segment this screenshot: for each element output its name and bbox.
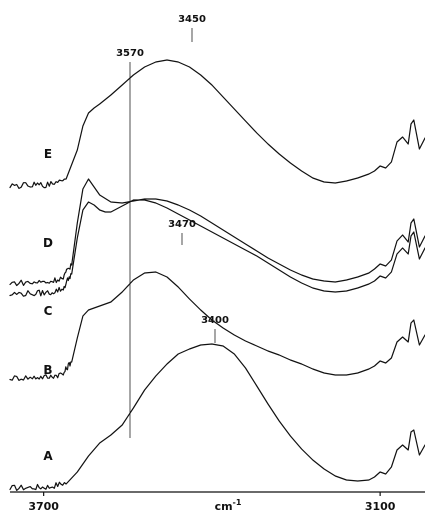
x-tick-label-3700: 3700	[28, 500, 59, 513]
series-e-line	[9, 59, 425, 189]
series-a-line	[9, 343, 425, 491]
x-tick-layer: 3700 3100	[28, 492, 396, 513]
series-b-line	[9, 271, 425, 381]
peak-annotation-3450: 3450	[178, 14, 206, 25]
series-c-line	[9, 199, 425, 297]
x-axis-label: cm-1	[215, 498, 242, 513]
series-layer	[9, 59, 425, 491]
series-b-label: B	[43, 363, 52, 377]
peak-marker-layer	[129, 28, 216, 438]
x-axis-label-superscript: -1	[233, 498, 242, 507]
series-d-line	[9, 178, 425, 287]
series-d-label: D	[43, 236, 53, 250]
series-e-label: E	[44, 147, 52, 161]
x-axis-label-unit: cm	[215, 500, 233, 513]
peak-annotation-3400: 3400	[201, 315, 229, 326]
x-tick-label-3100: 3100	[365, 500, 396, 513]
series-a-label: A	[43, 449, 53, 463]
series-c-label: C	[44, 304, 53, 318]
peak-annotation-3570: 3570	[116, 48, 144, 59]
peak-annotation-3470: 3470	[168, 219, 196, 230]
label-layer: A B C D E 3570 3450 3470 3400	[43, 14, 229, 463]
